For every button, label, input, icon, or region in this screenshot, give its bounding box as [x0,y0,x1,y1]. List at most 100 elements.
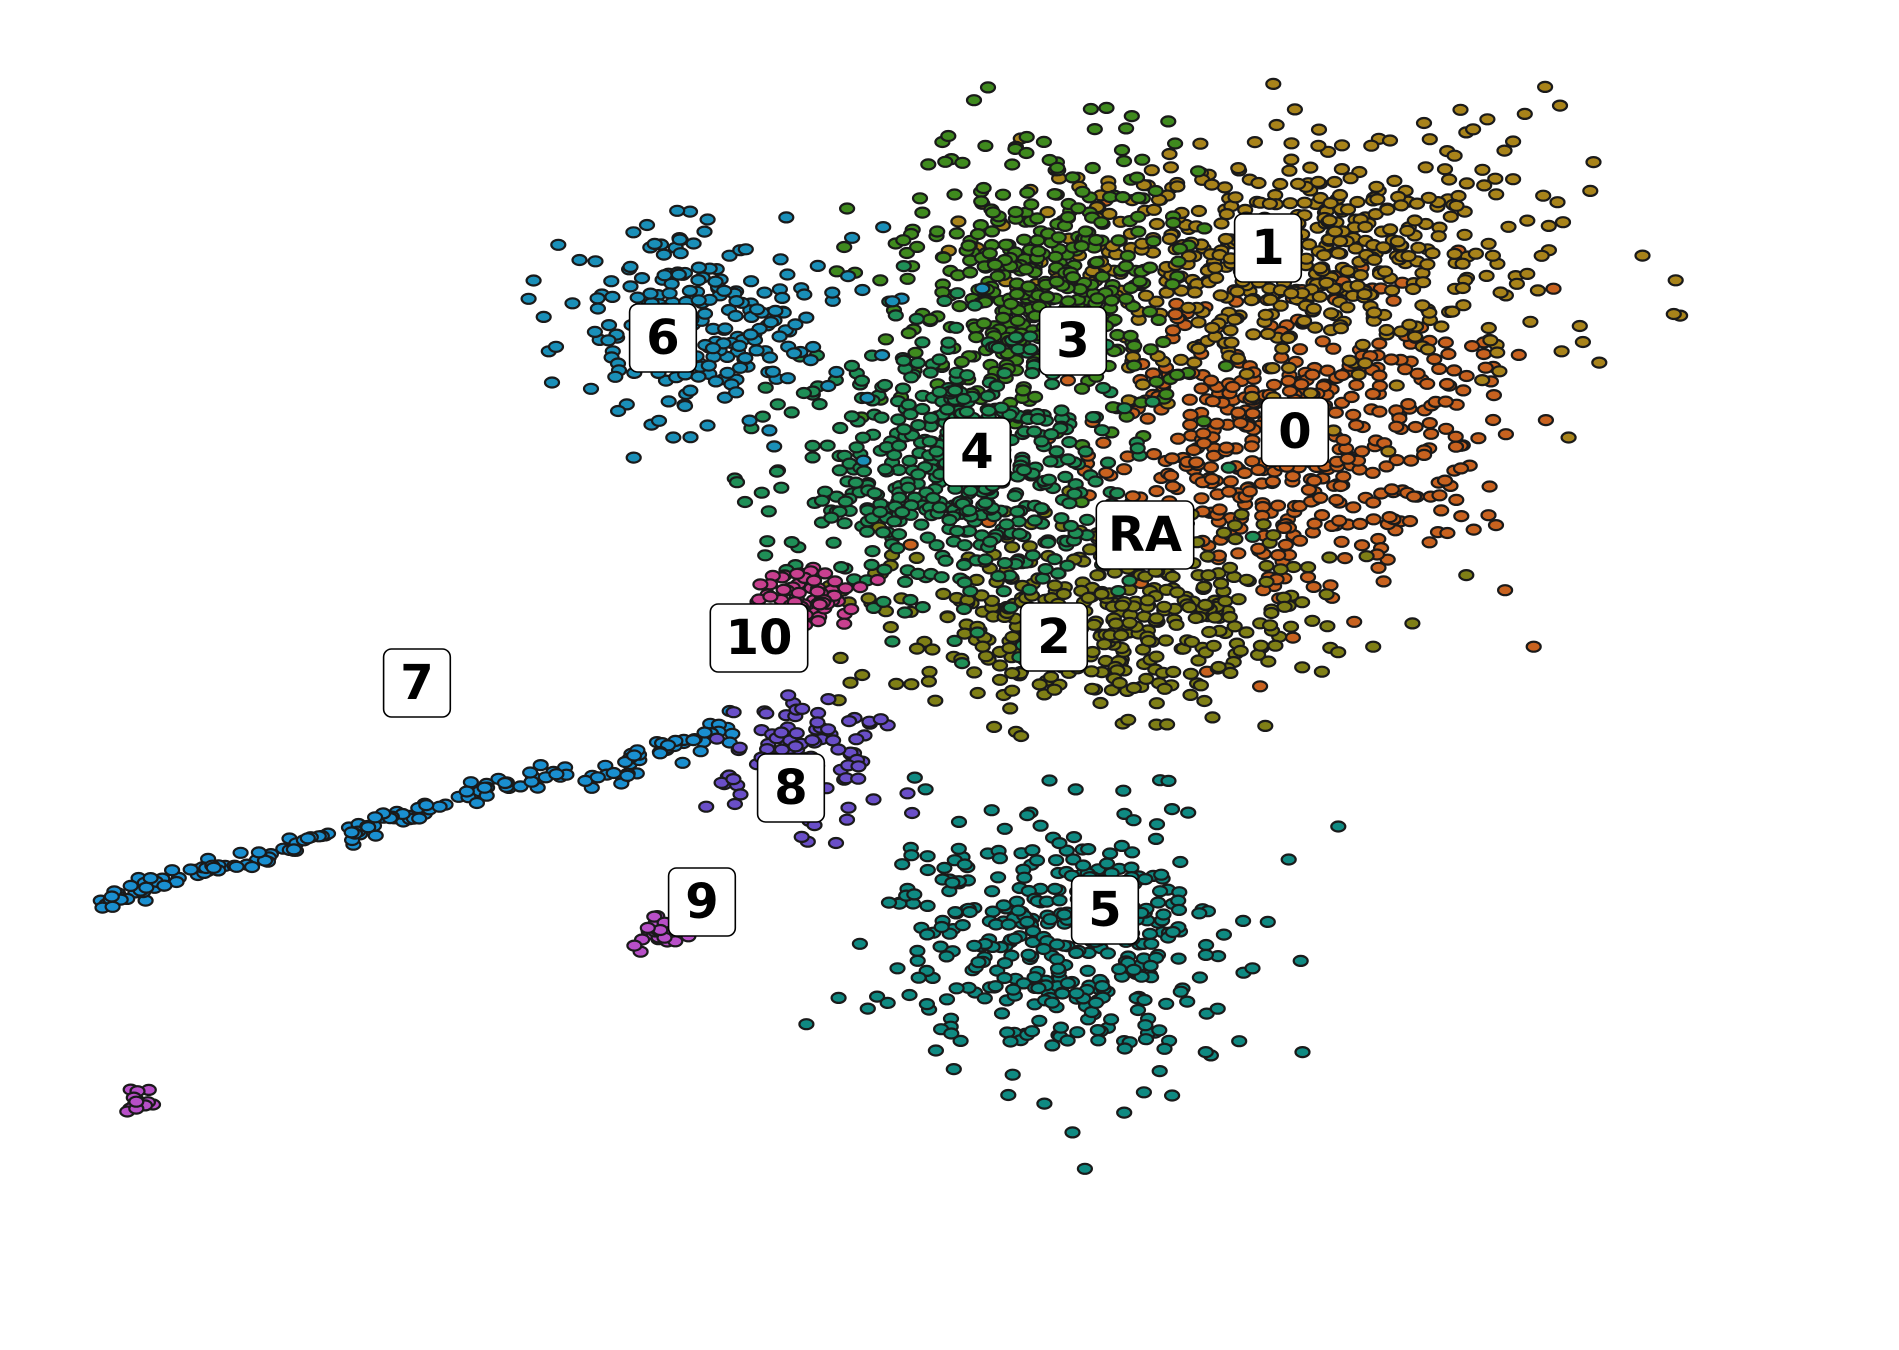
cell-point-cluster-5 [1094,979,1111,993]
cell-point-cluster-3 [1002,297,1020,310]
cell-point-cluster-1 [1222,324,1239,337]
cell-point-cluster-1 [1379,203,1396,216]
cell-point-cluster-6 [690,261,708,274]
cell-point-cluster-6 [638,218,656,232]
cell-point-cluster-0 [1220,485,1238,498]
cell-point-cluster-0 [1437,395,1454,408]
cell-point-cluster-2 [1042,670,1060,684]
cell-point-cluster-3 [981,247,998,260]
cell-point-cluster-1 [1415,116,1433,130]
cell-point-cluster-2 [1187,611,1204,625]
cell-point-cluster-4 [1109,487,1126,500]
cell-point-cluster-4 [931,385,948,398]
cell-point-cluster-5 [1051,894,1068,907]
cell-point-cluster-3 [1103,294,1120,307]
cell-point-cluster-0 [1182,418,1199,431]
cell-point-cluster-0 [1487,518,1505,532]
cell-point-cluster-3 [1018,146,1035,160]
cell-point-cluster-2 [1260,655,1277,668]
cell-point-cluster-10 [826,575,844,588]
cell-point-cluster-8 [725,706,742,719]
cell-point-cluster-3 [1125,359,1143,372]
cell-point-cluster-3 [1020,280,1037,293]
cell-point-cluster-1 [1482,334,1499,347]
cell-point-cluster-2 [1080,591,1097,605]
cell-point-cluster-2 [1358,550,1375,563]
cell-point-cluster-0 [1445,364,1463,377]
cell-point-cluster-1 [1376,265,1394,278]
cell-point-cluster-2 [921,665,938,678]
cell-point-cluster-6 [767,304,784,317]
cell-point-cluster-4 [876,563,893,576]
cell-point-cluster-0 [1463,340,1481,353]
cell-point-cluster-2 [1164,570,1181,583]
cell-point-cluster-2 [1158,718,1176,731]
cell-point-cluster-5 [910,971,927,984]
cell-point-cluster-5 [944,876,961,889]
cell-point-cluster-2 [1083,682,1101,695]
cell-point-cluster-1 [1399,224,1416,237]
cell-point-cluster-7 [696,726,713,739]
cell-point-cluster-3 [1004,158,1021,171]
cell-point-cluster-2 [1195,580,1212,594]
cell-point-cluster-3 [1189,165,1207,178]
cell-point-cluster-0 [1388,420,1405,433]
cell-point-cluster-6 [774,291,791,304]
cell-point-cluster-6 [748,303,766,316]
cell-point-cluster-4 [854,431,872,444]
cell-point-cluster-1 [1229,352,1247,365]
cell-point-cluster-3 [961,266,979,279]
cell-point-cluster-0 [1163,452,1181,465]
cell-point-cluster-5 [798,1018,815,1031]
cell-point-cluster-2 [977,650,995,663]
cell-point-cluster-3 [973,195,990,208]
cell-point-cluster-4 [914,336,931,349]
cell-point-cluster-5 [1137,1033,1155,1046]
cell-point-cluster-7 [692,745,709,758]
cell-point-cluster-1 [1352,269,1369,282]
cell-point-cluster-3 [1082,102,1100,116]
cell-point-cluster-8 [708,732,726,745]
cell-point-cluster-4 [977,496,994,509]
cell-point-cluster-2 [1096,638,1113,651]
cell-point-cluster-1 [1363,139,1380,152]
cell-point-cluster-5 [987,980,1004,993]
cell-point-cluster-1 [1519,214,1536,227]
cell-point-cluster-3 [1026,390,1044,403]
cell-point-cluster-2 [1204,711,1221,724]
cell-point-cluster-1 [1404,282,1422,296]
cell-point-cluster-0 [1405,490,1423,503]
cell-point-cluster-3 [922,313,939,326]
cell-point-cluster-1 [1489,346,1506,359]
cell-point-cluster-0 [1475,347,1492,361]
cell-point-cluster-1 [1357,220,1374,233]
cell-point-cluster-0 [1139,412,1156,425]
cell-point-cluster-5 [943,1027,960,1040]
cell-point-cluster-6 [671,233,688,246]
cell-point-cluster-5 [1209,1002,1226,1015]
cell-point-cluster-1 [1480,237,1497,250]
cell-point-cluster-0 [1431,362,1448,375]
cell-point-cluster-0 [1291,534,1309,547]
cell-point-cluster-5 [1049,962,1067,975]
cell-point-cluster-2 [1004,666,1021,680]
cell-point-cluster-4 [894,382,912,395]
cell-point-cluster-0 [1211,503,1228,516]
cell-point-cluster-4 [896,575,914,588]
cell-point-cluster-5 [1156,1042,1173,1055]
cell-point-cluster-5 [1028,854,1046,867]
cell-point-cluster-5 [1170,903,1188,917]
cell-point-cluster-1 [1369,193,1386,206]
cell-point-cluster-5 [1115,784,1132,797]
cell-point-cluster-5 [1068,987,1085,1000]
cell-point-cluster-0 [1336,551,1354,565]
cell-point-cluster-5 [851,937,869,950]
cell-point-cluster-0 [1383,353,1400,366]
cell-point-cluster-1 [1440,173,1458,186]
cell-point-cluster-1 [1424,247,1441,260]
cell-point-cluster-2 [1089,569,1106,582]
cell-point-cluster-1 [1307,321,1324,334]
cell-point-cluster-5 [993,1007,1011,1020]
cell-point-cluster-5 [1080,842,1097,856]
cell-point-cluster-2 [1294,661,1311,674]
